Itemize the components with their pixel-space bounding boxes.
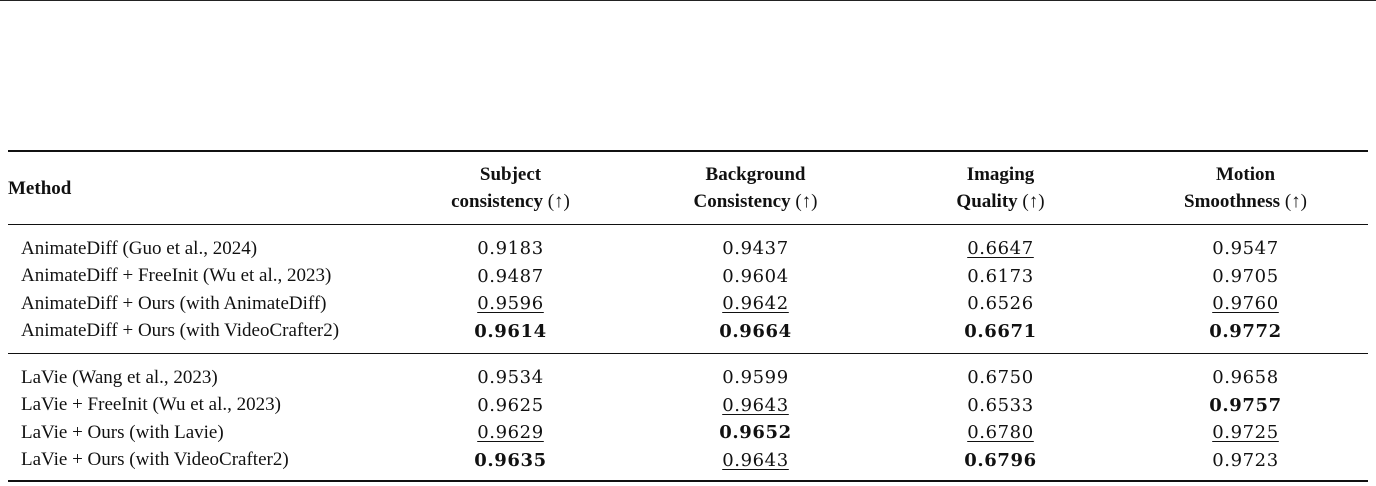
header-row: Method Subject consistency (↑) Backgroun… — [8, 150, 1368, 225]
motion-cell: 0.9705 — [1212, 265, 1279, 287]
table-row: AnimateDiff + FreeInit (Wu et al., 2023)… — [8, 263, 1368, 291]
subject-cell: 0.9596 — [477, 293, 544, 315]
subject-cell: 0.9534 — [388, 353, 633, 392]
imaging-cell: 0.6647 — [967, 238, 1034, 260]
method-cell: AnimateDiff + FreeInit (Wu et al., 2023) — [21, 265, 332, 287]
table-row: AnimateDiff + Ours (with AnimateDiff) 0.… — [8, 290, 1368, 318]
method-cell: AnimateDiff (Guo et al., 2024) — [21, 237, 258, 259]
table-row: AnimateDiff + Ours (with VideoCrafter2) … — [8, 318, 1368, 354]
header-motion-smoothness: Motion Smoothness (↑) — [1123, 150, 1368, 225]
motion-cell: 0.9547 — [1212, 238, 1279, 260]
header-imaging-quality: Imaging Quality (↑) — [878, 150, 1123, 225]
background-cell: 0.9643 — [633, 446, 878, 482]
motion-cell: 0.9760 — [1212, 293, 1279, 315]
method-cell: LaVie + Ours (with Lavie) — [21, 421, 224, 443]
imaging-cell: 0.6526 — [967, 293, 1034, 315]
method-cell: AnimateDiff + Ours (with VideoCrafter2) — [21, 320, 340, 342]
method-cell: LaVie (Wang et al., 2023) — [8, 353, 388, 392]
method-cell: LaVie + FreeInit (Wu et al., 2023) — [21, 394, 281, 416]
table-row: AnimateDiff (Guo et al., 2024) 0.9183 0.… — [8, 225, 1368, 263]
subject-cell: 0.9183 — [477, 238, 544, 260]
subject-cell: 0.9625 — [477, 394, 544, 416]
imaging-cell: 0.6533 — [967, 394, 1034, 416]
imaging-cell: 0.6796 — [878, 446, 1123, 482]
top-rule — [0, 0, 1376, 1]
motion-cell: 0.9772 — [1209, 320, 1282, 342]
method-cell: LaVie + Ours (with VideoCrafter2) — [8, 446, 388, 482]
background-cell: 0.9664 — [719, 320, 792, 342]
background-cell: 0.9652 — [719, 422, 792, 444]
motion-cell: 0.9757 — [1209, 394, 1282, 416]
table-row: LaVie + Ours (with Lavie) 0.9629 0.9652 … — [8, 419, 1368, 447]
subject-cell: 0.9635 — [388, 446, 633, 482]
table-row: LaVie (Wang et al., 2023) 0.9534 0.9599 … — [8, 353, 1368, 392]
motion-cell: 0.9723 — [1123, 446, 1368, 482]
background-cell: 0.9599 — [633, 353, 878, 392]
results-table: Method Subject consistency (↑) Backgroun… — [8, 150, 1368, 482]
subject-cell: 0.9614 — [474, 320, 547, 342]
imaging-cell: 0.6780 — [967, 422, 1034, 444]
header-subject-consistency: Subject consistency (↑) — [388, 150, 633, 225]
subject-cell: 0.9629 — [477, 422, 544, 444]
imaging-cell: 0.6173 — [967, 265, 1034, 287]
header-method: Method — [8, 150, 388, 225]
animatediff-group: AnimateDiff (Guo et al., 2024) 0.9183 0.… — [8, 225, 1368, 354]
motion-cell: 0.9725 — [1212, 422, 1279, 444]
method-cell: AnimateDiff + Ours (with AnimateDiff) — [21, 292, 327, 314]
table-row: LaVie + FreeInit (Wu et al., 2023) 0.962… — [8, 392, 1368, 420]
motion-cell: 0.9658 — [1123, 353, 1368, 392]
background-cell: 0.9643 — [722, 394, 789, 416]
background-cell: 0.9437 — [722, 238, 789, 260]
lavie-group: LaVie (Wang et al., 2023) 0.9534 0.9599 … — [8, 353, 1368, 482]
results-table-container: Method Subject consistency (↑) Backgroun… — [8, 150, 1368, 482]
background-cell: 0.9642 — [722, 293, 789, 315]
background-cell: 0.9604 — [722, 265, 789, 287]
header-background-consistency: Background Consistency (↑) — [633, 150, 878, 225]
table-row: LaVie + Ours (with VideoCrafter2) 0.9635… — [8, 446, 1368, 482]
imaging-cell: 0.6750 — [878, 353, 1123, 392]
imaging-cell: 0.6671 — [964, 320, 1037, 342]
subject-cell: 0.9487 — [477, 265, 544, 287]
